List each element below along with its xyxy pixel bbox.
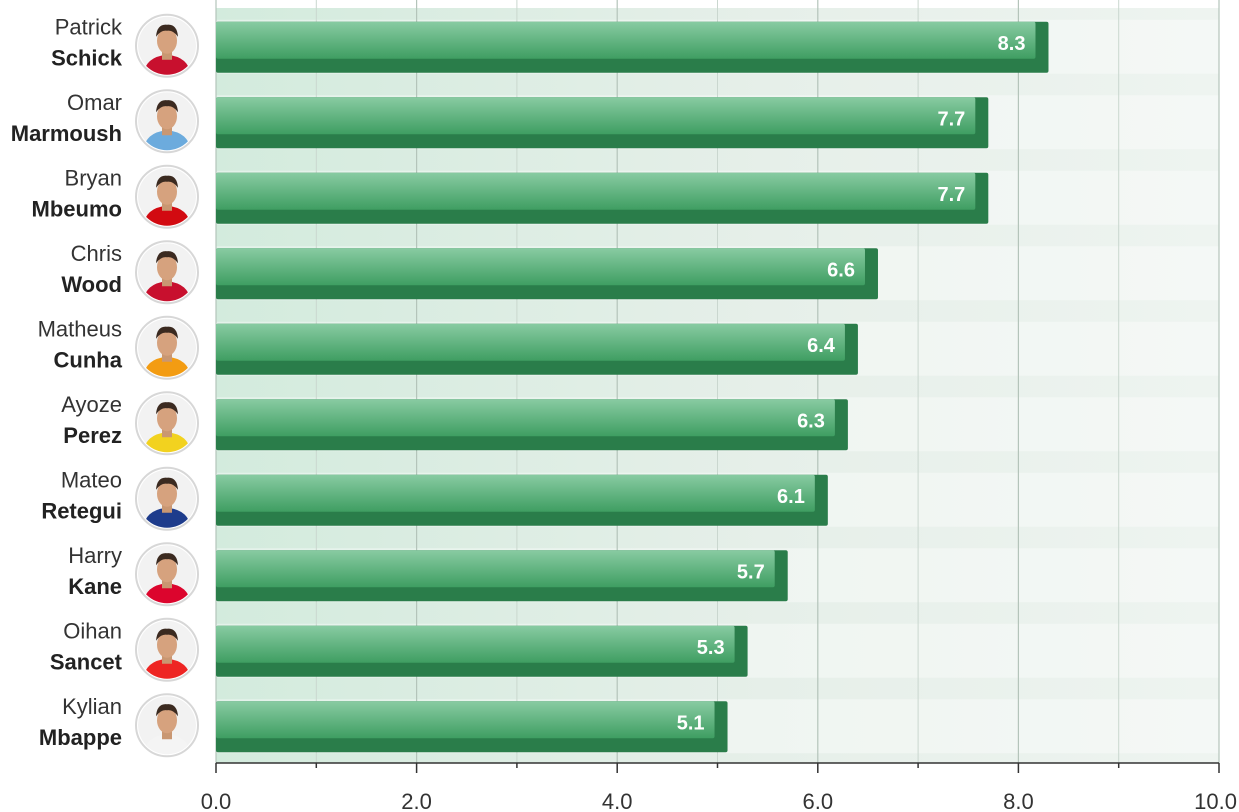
x-axis: 0.0 2.0 4.0 6.0 8.0 10.0	[201, 762, 1237, 812]
x-tick-label: 10.0	[1194, 789, 1237, 812]
bar-face	[216, 172, 976, 210]
bar: 7.7	[216, 97, 989, 149]
player-first-name: Patrick	[55, 15, 123, 40]
bar-face	[216, 474, 815, 512]
bar: 8.3	[216, 21, 1049, 73]
x-tick-label: 6.0	[803, 789, 834, 812]
bar-face	[216, 701, 715, 739]
player-last-name: Mbeumo	[32, 197, 122, 222]
player-last-name: Wood	[61, 272, 122, 297]
bar: 6.3	[216, 399, 848, 451]
player-first-name: Oihan	[63, 619, 122, 644]
x-tick-label: 4.0	[602, 789, 633, 812]
bar: 6.1	[216, 474, 828, 526]
player-photo-icon	[135, 617, 199, 682]
bar-face	[216, 399, 835, 437]
player-last-name: Sancet	[50, 650, 123, 675]
player-first-name: Mateo	[61, 468, 122, 493]
bar-value-label: 7.7	[937, 109, 965, 131]
player-last-name: Kane	[68, 574, 122, 599]
bar-face	[216, 550, 775, 588]
player-last-name: Retegui	[41, 499, 122, 524]
player-photo-icon	[135, 542, 199, 607]
bar: 5.7	[216, 550, 788, 602]
player-photo-icon	[135, 315, 199, 380]
bar-face	[216, 21, 1036, 59]
bar: 5.1	[216, 701, 728, 753]
player-last-name: Marmoush	[11, 121, 122, 146]
bar-value-label: 6.1	[777, 486, 805, 508]
bars-group: 8.3 7.7 7.7 6.6 6.4 6.3 6.1 5.7 5.3 5.1	[216, 21, 1049, 753]
bar-value-label: 6.6	[827, 260, 855, 282]
player-photo-icon	[135, 391, 199, 456]
player-last-name: Perez	[63, 423, 122, 448]
player-first-name: Harry	[68, 543, 122, 568]
player-first-name: Omar	[67, 90, 122, 115]
bar: 6.6	[216, 248, 878, 300]
category-labels: Patrick Schick Omar Marmoush Bryan Mbeumo Chri…	[11, 13, 199, 758]
bar-face	[216, 323, 845, 361]
player-photo-icon	[135, 466, 199, 531]
bar-value-label: 5.1	[677, 713, 705, 735]
bar-value-label: 5.7	[737, 562, 765, 584]
player-last-name: Mbappe	[39, 725, 122, 750]
bar: 7.7	[216, 172, 989, 224]
player-first-name: Matheus	[38, 317, 122, 342]
player-first-name: Chris	[71, 241, 122, 266]
bar-value-label: 8.3	[998, 33, 1026, 55]
bar-value-label: 5.3	[697, 637, 725, 659]
player-photo-icon	[135, 89, 199, 154]
bar-face	[216, 248, 865, 286]
player-last-name: Schick	[51, 46, 123, 71]
bar: 6.4	[216, 323, 858, 375]
x-tick-label: 0.0	[201, 789, 232, 812]
player-photo-icon	[135, 164, 199, 229]
bar-face	[216, 625, 735, 663]
player-first-name: Bryan	[65, 166, 122, 191]
player-photo-icon	[135, 240, 199, 305]
bar-value-label: 7.7	[937, 184, 965, 206]
bar-value-label: 6.3	[797, 411, 825, 433]
x-tick-label: 2.0	[401, 789, 432, 812]
player-photo-icon	[135, 13, 199, 78]
bar-face	[216, 97, 976, 135]
x-tick-label: 8.0	[1003, 789, 1034, 812]
player-last-name: Cunha	[54, 348, 123, 373]
player-first-name: Kylian	[62, 694, 122, 719]
bar-value-label: 6.4	[807, 335, 836, 357]
bar: 5.3	[216, 625, 748, 677]
player-first-name: Ayoze	[61, 392, 122, 417]
player-photo-icon	[135, 693, 199, 758]
